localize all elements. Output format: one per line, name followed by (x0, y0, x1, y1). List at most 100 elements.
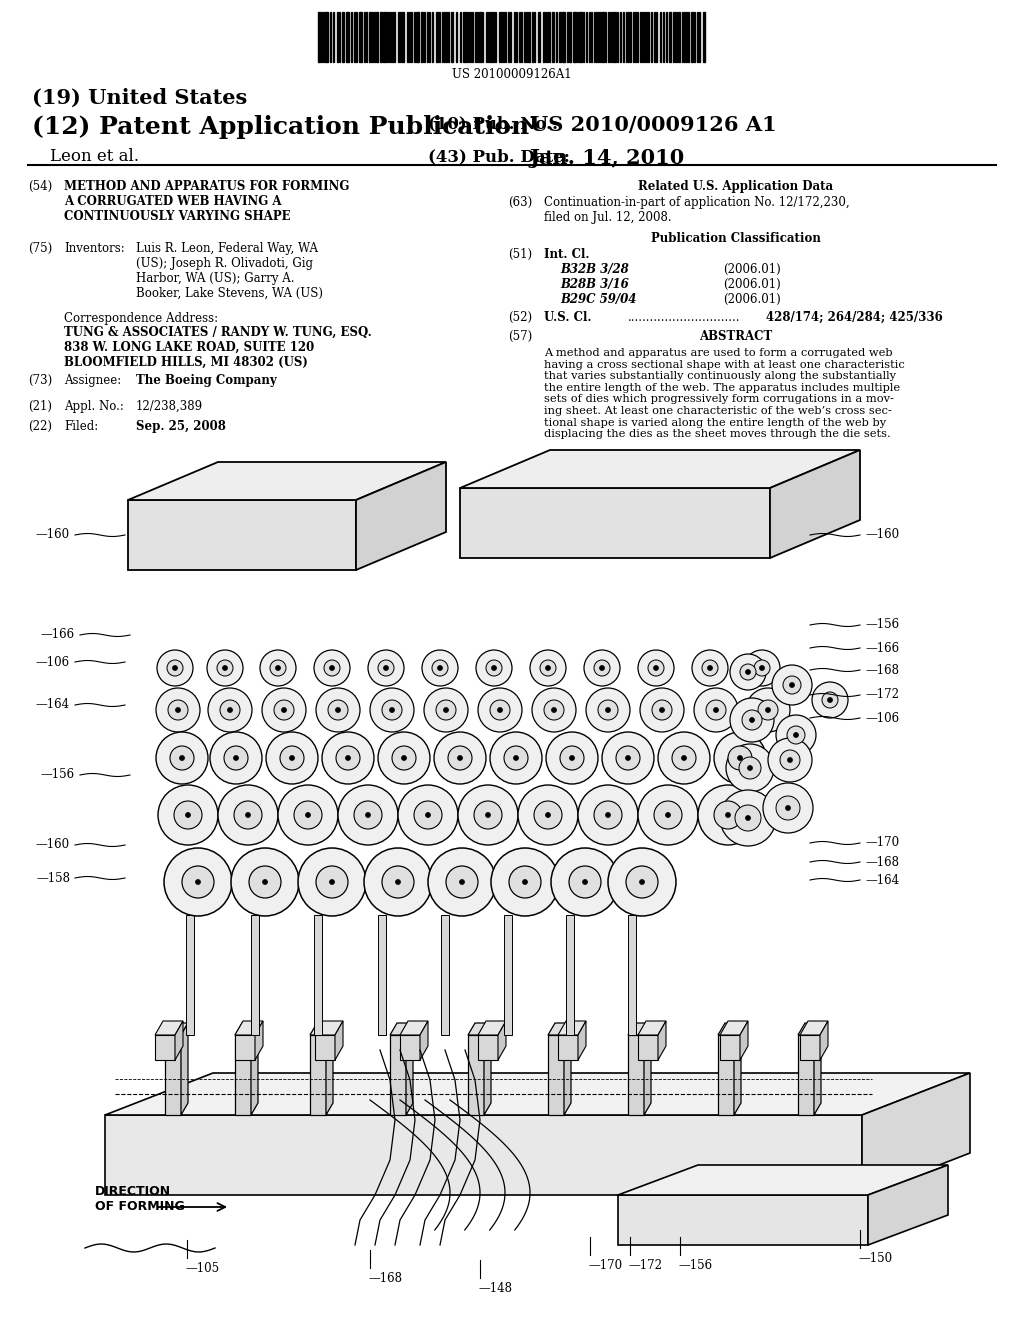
Bar (325, 12, 328, 62)
Text: (54): (54) (28, 180, 52, 193)
Circle shape (370, 688, 414, 733)
Bar (359, 12, 362, 62)
Text: (22): (22) (28, 420, 52, 433)
Text: —166: —166 (41, 628, 75, 642)
Circle shape (382, 700, 402, 719)
Text: —148: —148 (478, 1282, 512, 1295)
Text: —170: —170 (865, 837, 899, 850)
Polygon shape (460, 450, 860, 488)
Polygon shape (740, 1020, 748, 1060)
Circle shape (659, 708, 665, 713)
Circle shape (246, 813, 251, 817)
Polygon shape (798, 1035, 814, 1115)
Circle shape (401, 755, 407, 760)
Text: —170: —170 (588, 1259, 623, 1272)
Circle shape (552, 708, 556, 713)
Circle shape (392, 746, 416, 770)
Circle shape (298, 847, 366, 916)
Circle shape (714, 801, 742, 829)
Text: Publication Classification: Publication Classification (651, 232, 821, 246)
Circle shape (776, 715, 816, 755)
Circle shape (378, 733, 430, 784)
Circle shape (728, 746, 752, 770)
Bar (421, 12, 423, 62)
Circle shape (583, 879, 588, 884)
Bar (463, 12, 465, 62)
Circle shape (437, 665, 442, 671)
Circle shape (422, 649, 458, 686)
Bar (416, 12, 419, 62)
Circle shape (443, 708, 449, 713)
Circle shape (787, 758, 793, 763)
Circle shape (626, 866, 658, 898)
Bar (579, 12, 582, 62)
Text: —150: —150 (858, 1251, 892, 1265)
Text: —106: —106 (36, 656, 70, 668)
Circle shape (698, 785, 758, 845)
Text: (75): (75) (28, 242, 52, 255)
Bar (376, 12, 378, 62)
Text: US 2010/0009126 A1: US 2010/0009126 A1 (530, 115, 776, 135)
Circle shape (745, 816, 751, 821)
Text: B32B 3/28: B32B 3/28 (560, 263, 629, 276)
Circle shape (490, 847, 559, 916)
Circle shape (551, 847, 618, 916)
Polygon shape (484, 1023, 490, 1115)
Polygon shape (390, 1035, 406, 1115)
Circle shape (827, 697, 833, 702)
Circle shape (492, 665, 497, 671)
Text: METHOD AND APPARATUS FOR FORMING
A CORRUGATED WEB HAVING A
CONTINUOUSLY VARYING : METHOD AND APPARATUS FOR FORMING A CORRU… (63, 180, 349, 223)
Circle shape (602, 733, 654, 784)
Circle shape (382, 866, 414, 898)
Polygon shape (564, 1023, 571, 1115)
Bar (703, 12, 705, 62)
Polygon shape (105, 1073, 970, 1115)
Circle shape (432, 660, 449, 676)
Polygon shape (181, 1023, 188, 1115)
Circle shape (730, 653, 766, 690)
Text: —164: —164 (36, 698, 70, 711)
Text: (19) United States: (19) United States (32, 88, 247, 108)
Circle shape (486, 660, 502, 676)
Bar (251, 915, 259, 1035)
Circle shape (504, 746, 528, 770)
Circle shape (172, 665, 177, 671)
Circle shape (460, 879, 465, 884)
Circle shape (640, 688, 684, 733)
Text: US 20100009126A1: US 20100009126A1 (453, 69, 571, 81)
Circle shape (182, 866, 214, 898)
Circle shape (336, 708, 341, 713)
Polygon shape (618, 1166, 948, 1195)
Circle shape (234, 801, 262, 829)
Polygon shape (356, 462, 446, 570)
Circle shape (605, 708, 610, 713)
Circle shape (530, 649, 566, 686)
Circle shape (532, 688, 575, 733)
Bar (378, 915, 386, 1035)
Circle shape (745, 669, 751, 675)
Text: (21): (21) (28, 400, 52, 413)
Circle shape (599, 665, 604, 671)
Circle shape (490, 700, 510, 719)
Circle shape (534, 801, 562, 829)
Circle shape (157, 649, 193, 686)
Polygon shape (234, 1035, 251, 1115)
Circle shape (726, 744, 774, 792)
Bar (383, 12, 385, 62)
Circle shape (185, 813, 190, 817)
Circle shape (739, 756, 761, 779)
Circle shape (785, 805, 791, 810)
Circle shape (546, 733, 598, 784)
Text: (2006.01): (2006.01) (723, 279, 780, 290)
Bar (669, 12, 671, 62)
Circle shape (156, 688, 200, 733)
Polygon shape (638, 1035, 658, 1060)
Bar (504, 915, 512, 1035)
Circle shape (364, 847, 432, 916)
Circle shape (485, 813, 490, 817)
Circle shape (426, 813, 430, 817)
Circle shape (262, 879, 267, 884)
Bar (490, 12, 492, 62)
Polygon shape (558, 1020, 586, 1035)
Circle shape (648, 660, 664, 676)
